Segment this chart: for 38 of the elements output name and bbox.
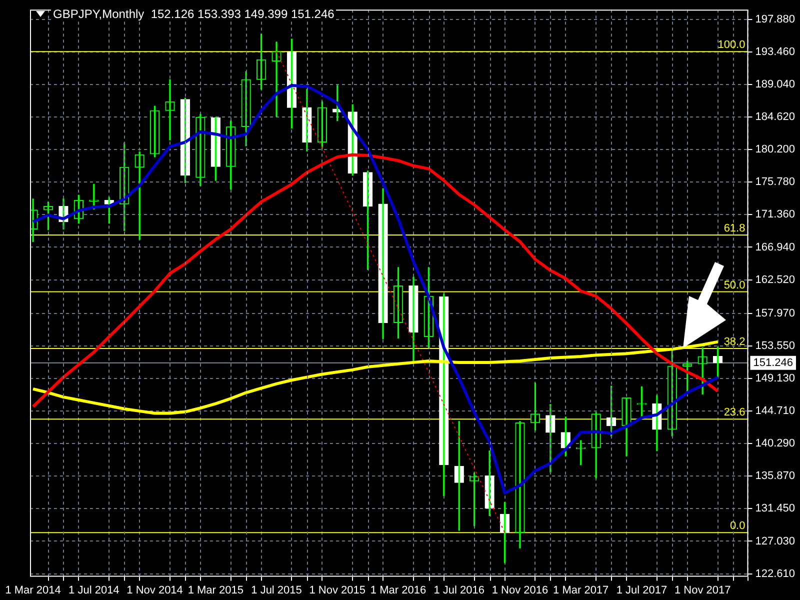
y-tick-label: 180.200 <box>755 144 796 156</box>
annotation: 23.6 <box>724 406 746 419</box>
y-tick-label: 140.290 <box>755 438 796 450</box>
y-tick-label: 127.030 <box>755 535 796 548</box>
x-tick-label: 1 Nov 2017 <box>674 584 731 596</box>
ref-line-label: 151.246 <box>753 356 794 369</box>
y-tick-label: 171.360 <box>755 208 796 221</box>
y-tick-label: 189.040 <box>755 78 796 90</box>
x-tick-label: 1 Jul 2014 <box>68 584 120 596</box>
x-tick-label: 1 Jul 2017 <box>616 584 668 596</box>
y-tick-label: 144.710 <box>755 405 796 418</box>
annotation: 100.0 <box>718 39 746 52</box>
y-tick-label: 193.460 <box>755 46 796 58</box>
x-tick-label: 1 Mar 2014 <box>5 584 61 596</box>
y-tick-label: 149.130 <box>755 372 796 384</box>
annotation: 0.0 <box>730 520 746 532</box>
y-tick-label: 184.620 <box>755 111 796 124</box>
y-tick-label: 153.550 <box>755 340 796 352</box>
x-tick-label: 1 Jul 2015 <box>251 584 302 596</box>
annotation: 50.0 <box>724 279 746 292</box>
x-tick-label: 1 Nov 2014 <box>126 584 183 596</box>
y-tick-label: 166.940 <box>755 241 796 254</box>
chart-title: GBPJPY,Monthly 152.126 153.393 149.399 151.246 <box>51 7 336 21</box>
x-tick-label: 1 Mar 2015 <box>188 584 244 596</box>
y-tick-label: 157.970 <box>755 307 796 320</box>
x-tick-label: 1 Nov 2016 <box>492 584 548 596</box>
y-tick-label: 131.450 <box>755 502 796 515</box>
y-tick-label: 162.520 <box>755 274 796 286</box>
x-tick-label: 1 Nov 2015 <box>309 584 366 596</box>
annotation: 38.2 <box>724 336 746 348</box>
y-tick-label: 197.880 <box>755 13 796 26</box>
x-tick-label: 1 Mar 2017 <box>553 584 609 596</box>
y-tick-label: 175.780 <box>755 176 796 188</box>
x-tick-label: 1 Jul 2016 <box>434 584 484 596</box>
x-tick-label: 1 Mar 2016 <box>370 584 426 596</box>
y-tick-label: 122.610 <box>755 568 796 580</box>
annotation: 61.8 <box>724 222 746 235</box>
y-tick-label: 135.870 <box>755 470 796 482</box>
